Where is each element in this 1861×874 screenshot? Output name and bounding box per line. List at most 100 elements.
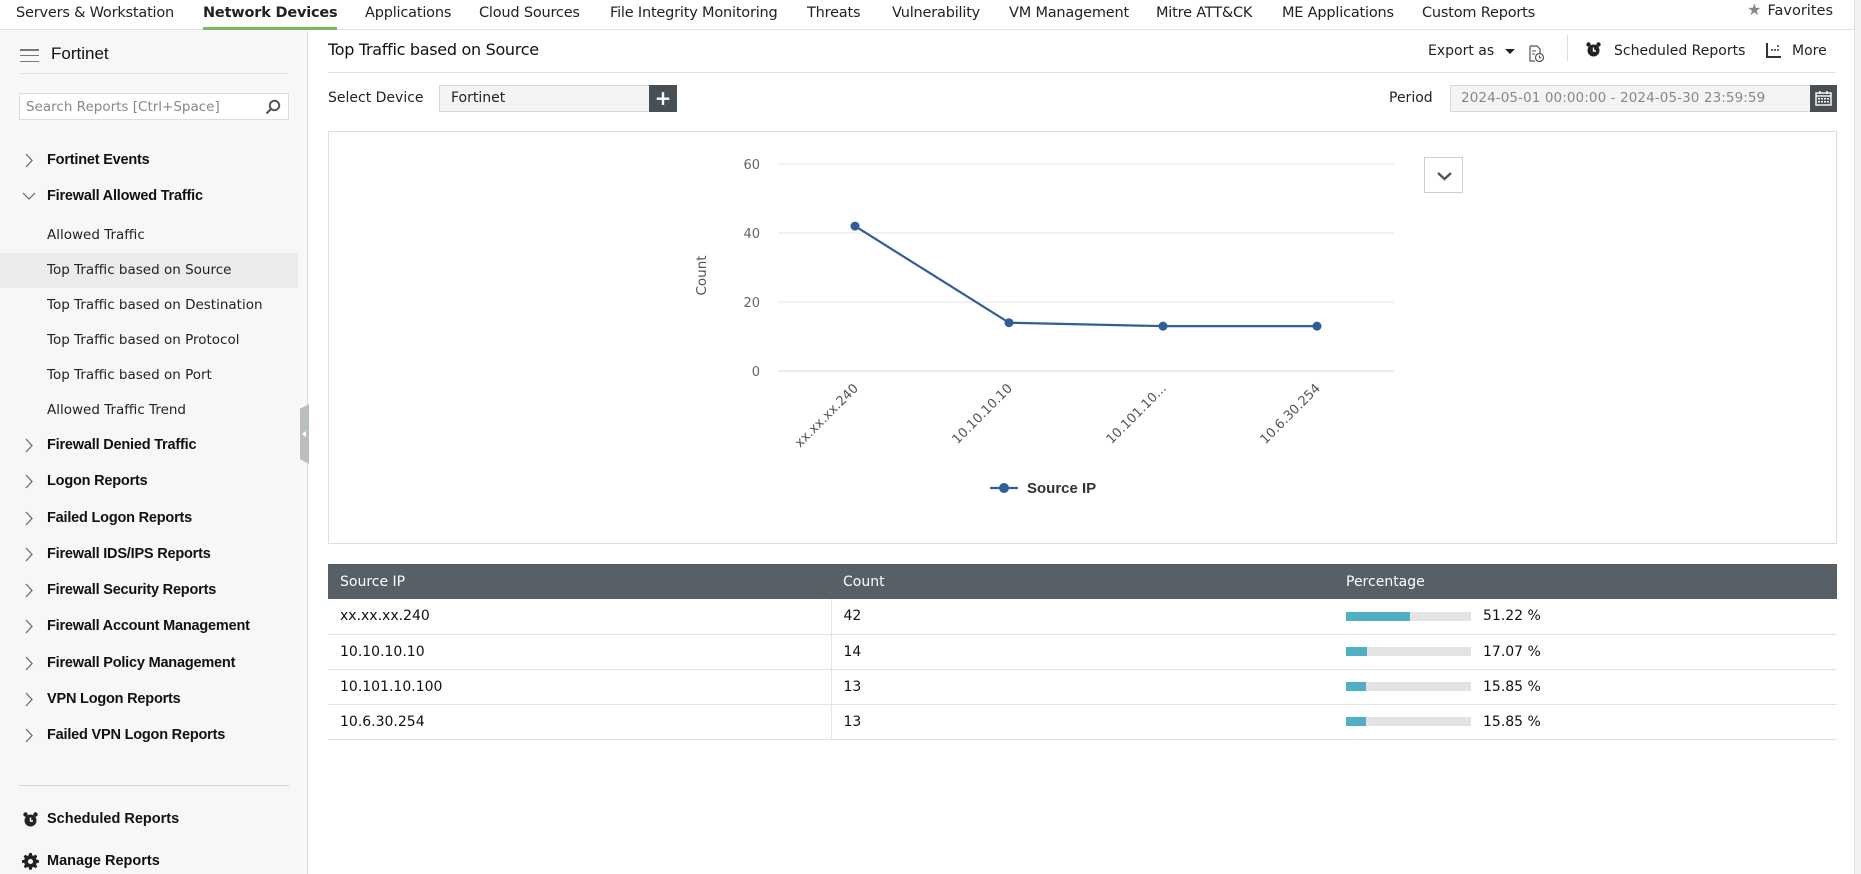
chevron-right-icon[interactable] (22, 501, 36, 536)
tree-item-top-traffic-based-on-protocol[interactable]: Top Traffic based on Protocol (0, 323, 298, 358)
period-input[interactable]: 2024-05-01 00:00:00 - 2024-05-30 23:59:5… (1450, 85, 1811, 112)
chevron-right-icon[interactable] (22, 537, 36, 572)
sidebar-collapse-handle[interactable] (300, 404, 309, 464)
tab-vm-management[interactable]: VM Management (1009, 5, 1129, 21)
tree-item-label: Allowed Traffic Trend (47, 402, 187, 418)
tab-network-devices[interactable]: Network Devices (203, 2, 338, 30)
table-row[interactable]: 10.101.10.100 13 15.85 % (328, 669, 1837, 705)
chevron-right-icon[interactable] (22, 609, 36, 644)
sidebar-divider (19, 785, 289, 786)
tab-custom-reports[interactable]: Custom Reports (1422, 5, 1535, 21)
more-label: More (1792, 43, 1827, 59)
search-icon[interactable] (265, 99, 281, 115)
calendar-button[interactable] (1810, 85, 1837, 112)
column-header-percentage[interactable]: Percentage (1334, 564, 1837, 599)
tab-threats[interactable]: Threats (807, 5, 861, 21)
y-axis-title: Count (694, 255, 710, 295)
chart-options-button[interactable] (1424, 157, 1463, 193)
tab-file-integrity-monitoring[interactable]: File Integrity Monitoring (610, 5, 778, 21)
cell-source-ip[interactable]: xx.xx.xx.240 (328, 599, 832, 635)
top-navigation: Servers & Workstation Network Devices Appl… (0, 0, 1861, 30)
tree-group-firewall-ids-ips-reports[interactable]: Firewall IDS/IPS Reports (0, 537, 298, 572)
tree-item-label: Firewall Denied Traffic (47, 437, 197, 453)
percentage-bar (1346, 647, 1471, 656)
table-row[interactable]: 10.10.10.10 14 17.07 % (328, 634, 1837, 670)
tab-me-applications[interactable]: ME Applications (1282, 5, 1394, 21)
scheduled-reports-label: Scheduled Reports (1614, 43, 1746, 59)
results-table: Source IP Count Percentage xx.xx.xx.240 4… (328, 564, 1837, 740)
cell-count[interactable]: 14 (831, 634, 1334, 670)
cell-source-ip[interactable]: 10.101.10.100 (328, 669, 832, 705)
x-tick-label: xx.xx.xx.240 (792, 381, 862, 451)
tree-group-vpn-logon-reports[interactable]: VPN Logon Reports (0, 682, 298, 717)
device-select[interactable]: Fortinet (439, 85, 650, 112)
chevron-right-icon[interactable] (22, 718, 36, 753)
tree-group-logon-reports[interactable]: Logon Reports (0, 464, 298, 499)
x-tick-label: 10.101.10... (1104, 381, 1170, 447)
favorites-button[interactable]: ★ Favorites (1747, 0, 1833, 22)
tree-item-label: Top Traffic based on Protocol (47, 332, 240, 348)
tree-item-top-traffic-based-on-port[interactable]: Top Traffic based on Port (0, 358, 298, 393)
chevron-down-icon[interactable] (22, 179, 36, 214)
tab-cloud-sources[interactable]: Cloud Sources (479, 5, 580, 21)
data-point (1004, 318, 1014, 328)
table-row[interactable]: 10.6.30.254 13 15.85 % (328, 704, 1837, 740)
x-tick-label: 10.10.10.10 (950, 381, 1016, 447)
page-scrollbar[interactable] (1854, 0, 1861, 874)
chevron-right-icon[interactable] (22, 682, 36, 717)
tree-item-allowed-traffic[interactable]: Allowed Traffic (0, 218, 298, 253)
x-tick-label: 10.6.30.254 (1258, 381, 1324, 447)
tree-group-failed-vpn-logon-reports[interactable]: Failed VPN Logon Reports (0, 718, 298, 753)
tree-group-failed-logon-reports[interactable]: Failed Logon Reports (0, 501, 298, 536)
tree-item-label: Top Traffic based on Destination (47, 297, 263, 313)
tab-mitre-att-ck[interactable]: Mitre ATT&CK (1156, 5, 1253, 21)
tree-group-firewall-denied-traffic[interactable]: Firewall Denied Traffic (0, 428, 298, 463)
cell-source-ip[interactable]: 10.6.30.254 (328, 704, 832, 740)
y-tick-label: 60 (743, 158, 760, 173)
tab-servers-workstation[interactable]: Servers & Workstation (16, 5, 175, 21)
tab-vulnerability[interactable]: Vulnerability (892, 5, 981, 21)
chevron-right-icon[interactable] (22, 646, 36, 681)
percentage-value: 15.85 % (1483, 678, 1541, 695)
tree-item-allowed-traffic-trend[interactable]: Allowed Traffic Trend (0, 393, 298, 428)
tree-group-firewall-security-reports[interactable]: Firewall Security Reports (0, 573, 298, 608)
tree-group-fortinet-events[interactable]: Fortinet Events (0, 143, 298, 178)
percentage-bar (1346, 717, 1471, 726)
add-device-button[interactable]: + (649, 85, 677, 112)
export-as-dropdown[interactable]: Export as (1428, 39, 1515, 63)
scheduled-reports-label: Scheduled Reports (47, 811, 180, 827)
cell-source-ip[interactable]: 10.10.10.10 (328, 634, 832, 670)
hamburger-menu-icon[interactable] (20, 49, 39, 63)
y-tick-label: 40 (743, 227, 760, 242)
tree-item-label: Allowed Traffic (47, 227, 145, 243)
data-point (1158, 321, 1168, 331)
chevron-right-icon[interactable] (22, 573, 36, 608)
chevron-right-icon[interactable] (22, 143, 36, 178)
y-tick-label: 0 (752, 365, 760, 380)
tree-item-top-traffic-based-on-source[interactable]: Top Traffic based on Source (0, 253, 298, 288)
table-row[interactable]: xx.xx.xx.240 42 51.22 % (328, 599, 1837, 635)
chevron-right-icon[interactable] (22, 428, 36, 463)
schedule-report-icon[interactable] (1528, 42, 1545, 66)
chevron-right-icon[interactable] (22, 464, 36, 499)
cell-count[interactable]: 42 (831, 599, 1334, 635)
cell-count[interactable]: 13 (831, 669, 1334, 705)
sidebar: Fortinet Fortinet Events Firewall Allowed… (0, 31, 308, 874)
column-header-source-ip[interactable]: Source IP (328, 564, 831, 599)
tree-item-top-traffic-based-on-destination[interactable]: Top Traffic based on Destination (0, 288, 298, 323)
scheduled-reports-button[interactable]: Scheduled Reports (1585, 39, 1745, 63)
data-point (850, 221, 860, 231)
column-header-count[interactable]: Count (831, 564, 1334, 599)
tree-group-firewall-account-management[interactable]: Firewall Account Management (0, 609, 298, 644)
tree-item-label: Failed VPN Logon Reports (47, 727, 226, 743)
search-reports-box[interactable] (19, 93, 289, 120)
search-reports-input[interactable] (20, 94, 250, 119)
more-button[interactable]: More (1766, 39, 1827, 63)
tab-applications[interactable]: Applications (365, 5, 452, 21)
tree-group-firewall-policy-management[interactable]: Firewall Policy Management (0, 646, 298, 681)
chevron-down-icon (1437, 172, 1452, 181)
tree-item-label: Firewall Policy Management (47, 655, 236, 671)
tree-group-firewall-allowed-traffic[interactable]: Firewall Allowed Traffic (0, 179, 298, 214)
data-point (1312, 321, 1322, 331)
cell-count[interactable]: 13 (831, 704, 1334, 740)
